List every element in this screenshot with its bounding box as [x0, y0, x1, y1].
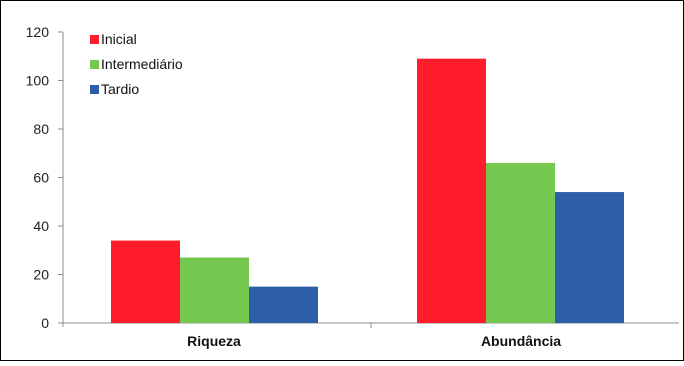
y-tick-label: 20: [33, 267, 49, 283]
y-tick-label: 60: [33, 170, 49, 186]
bar-tardio-abundância: [555, 192, 624, 323]
y-tick-label: 0: [41, 315, 49, 331]
legend-label: Inicial: [101, 31, 137, 47]
bar-tardio-riqueza: [249, 286, 318, 323]
y-tick-label: 120: [26, 24, 50, 40]
category-label: Riqueza: [187, 333, 241, 349]
category-label: Abundância: [481, 333, 561, 349]
legend-swatch: [90, 35, 99, 44]
legend-label: Tardio: [101, 81, 139, 97]
bars: [111, 58, 624, 324]
legend-swatch: [90, 85, 99, 94]
y-tick-label: 80: [33, 121, 49, 137]
bar-intermediário-riqueza: [180, 257, 249, 323]
x-axis-labels: Riqueza Abundância: [187, 333, 561, 349]
legend: Inicial Intermediário Tardio: [90, 31, 183, 97]
legend-label: Intermediário: [101, 56, 183, 72]
bar-inicial-riqueza: [111, 240, 180, 323]
y-tick-label: 100: [26, 73, 50, 89]
bar-intermediário-abundância: [486, 162, 555, 323]
y-tick-label: 40: [33, 218, 49, 234]
bar-inicial-abundância: [417, 58, 486, 324]
legend-swatch: [90, 60, 99, 69]
